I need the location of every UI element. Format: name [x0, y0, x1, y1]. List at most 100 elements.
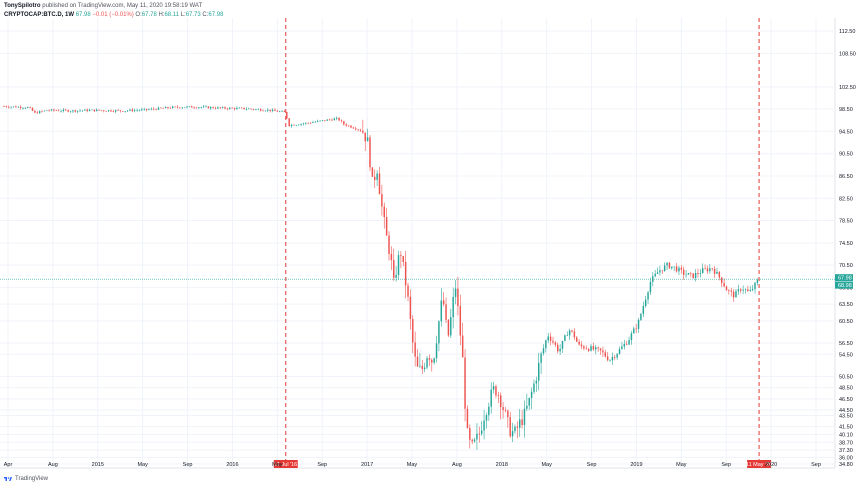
candle-body: [518, 419, 521, 428]
high-value: 68.11: [164, 12, 180, 18]
y-tick-label: 78.50: [839, 219, 853, 225]
candle-body: [145, 108, 148, 110]
candle-body: [324, 120, 326, 121]
x-tick-label: 2017: [361, 462, 373, 468]
candle-body: [625, 343, 628, 345]
candle-body: [490, 389, 492, 407]
author-name[interactable]: TonySpilotro: [4, 3, 41, 9]
candle-body: [469, 428, 471, 440]
y-tick-label: 60.50: [839, 319, 853, 325]
candle-body: [716, 271, 718, 274]
x-tick-label: 2015: [92, 462, 104, 468]
candle-body: [754, 282, 756, 289]
candle-body: [485, 415, 488, 421]
candle-body: [183, 107, 186, 109]
candle-body: [224, 107, 226, 109]
y-tick-label: 50.50: [839, 375, 853, 381]
candle-body: [262, 110, 264, 112]
candles: [0, 104, 835, 450]
candle-body: [749, 290, 751, 292]
candle-body: [300, 123, 302, 125]
candle-body: [687, 273, 690, 275]
candle-body: [343, 121, 345, 125]
candle-body: [511, 431, 514, 437]
high-label: H:: [158, 12, 165, 18]
candle-body: [198, 107, 200, 108]
x-tick-label: May: [407, 462, 418, 468]
candle-body: [74, 110, 77, 112]
candle-body: [616, 353, 618, 358]
last-price: 67.98: [75, 12, 91, 18]
candle-body: [36, 112, 39, 114]
x-tick-label: Sep: [183, 462, 193, 468]
candle-body: [345, 124, 347, 126]
y-tick-label: 86.50: [839, 174, 853, 180]
candle-body: [701, 268, 704, 274]
symbol-label[interactable]: CRYPTOCAP:BTC.D, 1W: [4, 12, 75, 18]
candle-body: [585, 348, 587, 350]
candle-body: [509, 417, 511, 437]
x-tick-label: 2020: [765, 462, 777, 468]
candle-body: [297, 124, 300, 126]
y-tick-label: 70.50: [839, 263, 853, 269]
candle-body: [561, 340, 564, 349]
y-tick-label: 48.50: [839, 386, 853, 392]
x-tick-label: Sep: [317, 462, 327, 468]
footer-brand[interactable]: TradingView: [15, 476, 49, 482]
candle-body: [507, 410, 509, 418]
candle-body: [181, 107, 183, 109]
y-tick-label: 37.30: [839, 448, 853, 454]
candle-body: [751, 288, 754, 291]
candle-body: [537, 362, 540, 381]
candle-body: [521, 419, 523, 426]
candle-body: [433, 358, 435, 363]
candle-body: [293, 124, 295, 126]
candle-body: [19, 106, 22, 108]
y-tick-label: 74.50: [839, 241, 853, 247]
candle-body: [3, 106, 5, 107]
candle-body: [400, 255, 402, 257]
candle-body: [357, 129, 359, 131]
candle-body: [12, 106, 15, 108]
candle-body: [129, 109, 131, 111]
close-value: 67.98: [208, 12, 224, 18]
candle-body: [637, 319, 640, 329]
candle-body: [126, 110, 129, 112]
candle-body: [331, 119, 333, 121]
candle-body: [602, 350, 604, 353]
candle-body: [381, 194, 383, 207]
candle-body: [737, 289, 740, 292]
x-tick-label: May: [272, 462, 283, 468]
candle-body: [65, 109, 67, 111]
candle-body: [656, 272, 659, 274]
candle-body: [644, 299, 647, 307]
candle-body: [250, 108, 252, 110]
candle-body: [492, 386, 495, 390]
candle-body: [725, 286, 728, 291]
candle-body: [226, 108, 229, 110]
candle-body: [271, 109, 274, 111]
candle-body: [452, 296, 454, 318]
price-axis[interactable]: 112.50 108.50 102.50 98.50 94.50 90.50 86.50 82…: [835, 29, 856, 468]
candle-body: [191, 106, 193, 108]
candle-body: [621, 346, 623, 350]
candle-body: [105, 111, 107, 112]
candle-body: [573, 331, 576, 338]
candle-body: [571, 330, 573, 332]
candle-body: [31, 107, 34, 111]
candle-body: [659, 270, 661, 273]
time-axis[interactable]: Apr Aug 2015 May Sep 2016 May Sep 2017 May Aug 2018…: [4, 462, 821, 468]
candle-body: [426, 358, 428, 368]
candle-body: [611, 356, 614, 361]
candle-body: [604, 352, 607, 357]
candle-body: [530, 391, 533, 398]
candle-body: [740, 289, 742, 291]
candle-body: [148, 109, 150, 110]
x-tick-label: Aug: [48, 462, 58, 468]
candle-body: [495, 386, 497, 396]
candle-body: [697, 272, 699, 274]
candle-body: [17, 106, 19, 108]
candle-body: [38, 111, 41, 114]
candle-body: [385, 217, 388, 236]
